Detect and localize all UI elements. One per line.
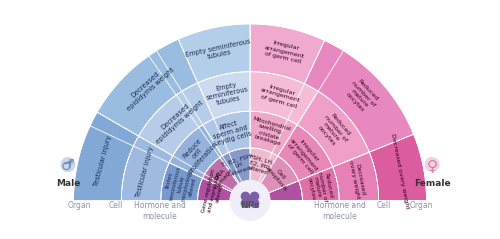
Text: Reduced
number of
mature
oocytes: Reduced number of mature oocytes <box>314 111 352 150</box>
Text: Testicular injury: Testicular injury <box>135 146 154 198</box>
Polygon shape <box>332 152 378 200</box>
Text: Decreased
epididymis weight: Decreased epididymis weight <box>121 62 175 112</box>
Polygon shape <box>220 148 250 184</box>
Polygon shape <box>298 91 370 167</box>
Text: Female: Female <box>414 179 451 188</box>
Text: Decreased ovary weight: Decreased ovary weight <box>390 133 409 209</box>
Text: Organ: Organ <box>68 201 91 210</box>
Text: Mitochondrial
swelling,
cristate
breakage: Mitochondrial swelling, cristate breakag… <box>248 116 292 149</box>
Circle shape <box>242 192 250 200</box>
Text: Decreased
ovary weight: Decreased ovary weight <box>348 159 366 200</box>
Text: T, E2, FSH,
LH
altered: T, E2, FSH, LH altered <box>220 152 257 179</box>
Polygon shape <box>250 111 298 156</box>
Polygon shape <box>370 134 426 200</box>
Text: Decreased
epididymis weight: Decreased epididymis weight <box>150 94 204 145</box>
Polygon shape <box>250 24 324 84</box>
Polygon shape <box>74 112 138 200</box>
Polygon shape <box>198 178 232 200</box>
Circle shape <box>250 192 258 200</box>
Text: Irregular
arrangement
of germ cell: Irregular arrangement of germ cell <box>262 39 306 65</box>
Text: Organ: Organ <box>409 201 432 210</box>
Polygon shape <box>250 148 278 184</box>
Text: Hormone and
molecule: Hormone and molecule <box>314 201 366 221</box>
Circle shape <box>230 180 270 220</box>
Text: Empty
seminiferous
tubules: Empty seminiferous tubules <box>204 80 250 108</box>
Text: Affect
sperm and
Leydig cells: Affect sperm and Leydig cells <box>209 117 252 147</box>
Polygon shape <box>268 181 302 200</box>
Text: Irregular
arrangement
of germ cell: Irregular arrangement of germ cell <box>258 82 302 109</box>
Text: Testes
seminiferous
tubule
morphology
altered: Testes seminiferous tubule morphology al… <box>164 164 199 205</box>
Circle shape <box>246 196 254 204</box>
Polygon shape <box>169 125 222 178</box>
Text: Male: Male <box>56 179 80 188</box>
Polygon shape <box>178 24 250 83</box>
Polygon shape <box>198 72 250 119</box>
Text: Irregular
arrangement
of germ cell: Irregular arrangement of germ cell <box>284 134 324 176</box>
Text: DNA
damage: DNA damage <box>210 163 234 190</box>
Polygon shape <box>138 83 214 156</box>
Text: Cell
apoptosis: Cell apoptosis <box>264 162 292 192</box>
Text: Reduce
cell
proliferation: Reduce cell proliferation <box>176 131 218 175</box>
Text: Cell: Cell <box>108 201 123 210</box>
Text: Hormone and
molecule: Hormone and molecule <box>134 201 186 221</box>
Polygon shape <box>202 158 238 192</box>
Text: Reduced
number of
mature
oocytes: Reduced number of mature oocytes <box>306 170 334 204</box>
Circle shape <box>242 199 250 207</box>
Polygon shape <box>260 156 298 193</box>
Text: FSH, LH,
E2, PRL
altered: FSH, LH, E2, PRL altered <box>246 154 274 176</box>
Polygon shape <box>161 163 202 200</box>
Polygon shape <box>304 40 414 152</box>
Text: NPs: NPs <box>240 201 260 210</box>
Text: Gene regulation
and expression
altered: Gene regulation and expression altered <box>201 169 227 216</box>
Polygon shape <box>298 167 339 200</box>
Text: ♂: ♂ <box>61 158 75 173</box>
Polygon shape <box>250 72 318 125</box>
Circle shape <box>250 199 258 207</box>
Polygon shape <box>122 136 173 200</box>
Polygon shape <box>202 111 250 156</box>
Text: Reduced
number of
mature
oocytes: Reduced number of mature oocytes <box>342 77 381 116</box>
Text: Testicular injury: Testicular injury <box>93 135 112 187</box>
Circle shape <box>425 158 439 172</box>
Circle shape <box>61 158 75 172</box>
Text: Cell: Cell <box>377 201 392 210</box>
Text: Empty seminiferous
tubules: Empty seminiferous tubules <box>184 38 252 64</box>
Text: ♀: ♀ <box>426 158 438 173</box>
Polygon shape <box>278 125 332 181</box>
Polygon shape <box>97 39 198 136</box>
